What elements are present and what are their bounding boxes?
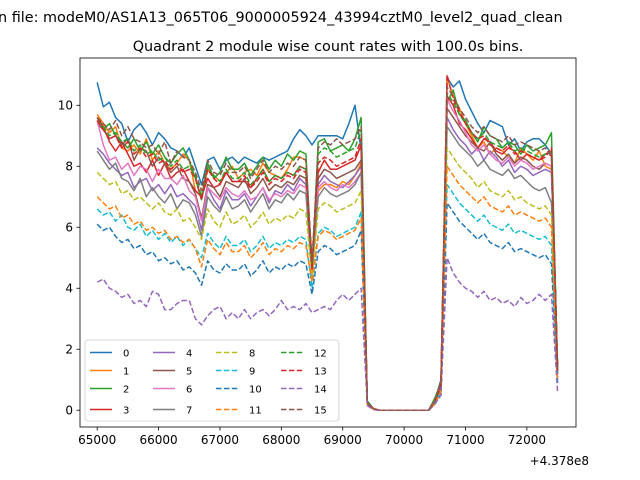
series-line-9 xyxy=(96,183,559,411)
legend-label: 4 xyxy=(186,349,192,360)
legend-box xyxy=(84,339,340,422)
x-tick-label: 65000 xyxy=(78,433,116,447)
legend-label: 2 xyxy=(123,385,129,396)
legend-label: 14 xyxy=(314,385,327,396)
legend-label: 9 xyxy=(249,367,255,378)
legend-label: 10 xyxy=(249,385,262,396)
series-line-3 xyxy=(96,95,559,411)
legend-label: 5 xyxy=(186,367,192,378)
figure-suptitle: n file: modeM0/AS1A13_065T06_9000005924_… xyxy=(0,10,563,26)
legend-label: 1 xyxy=(123,367,129,378)
series-line-13 xyxy=(96,74,559,411)
y-tick-label: 4 xyxy=(65,282,73,296)
legend-label: 11 xyxy=(249,406,262,417)
x-tick-label: 71000 xyxy=(446,433,484,447)
y-tick-label: 10 xyxy=(58,99,73,113)
legend-label: 8 xyxy=(249,349,255,360)
x-offset-label: +4.378e8 xyxy=(530,454,589,468)
x-tick-label: 67000 xyxy=(201,433,239,447)
legend-label: 13 xyxy=(314,367,327,378)
y-axis: 0 2 4 6 8 10 xyxy=(58,99,80,418)
x-tick-label: 68000 xyxy=(262,433,300,447)
series-line-15 xyxy=(96,86,559,411)
plot-frame xyxy=(79,57,577,428)
legend-label: 3 xyxy=(123,406,129,417)
chart-title: Quadrant 2 module wise count rates with … xyxy=(133,39,524,55)
y-tick-label: 6 xyxy=(65,221,73,235)
series-line-4 xyxy=(96,116,559,411)
legend-label: 0 xyxy=(123,349,129,360)
series-line-8 xyxy=(96,147,559,411)
series-line-10 xyxy=(96,202,559,411)
x-tick-label: 72000 xyxy=(508,433,546,447)
legend-label: 6 xyxy=(186,385,192,396)
series-layer xyxy=(96,74,559,411)
legend-label: 15 xyxy=(314,406,327,417)
series-line-0 xyxy=(96,77,559,411)
series-line-5 xyxy=(96,107,559,411)
series-line-12 xyxy=(96,92,559,411)
x-tick-label: 69000 xyxy=(324,433,362,447)
legend-label: 7 xyxy=(186,406,192,417)
x-tick-label: 66000 xyxy=(139,433,177,447)
x-axis: 65000 66000 67000 68000 69000 70000 71000 72000 xyxy=(78,427,546,447)
legend-label: 12 xyxy=(314,349,327,360)
series-line-7 xyxy=(96,125,559,411)
y-tick-label: 2 xyxy=(65,343,73,357)
x-tick-label: 70000 xyxy=(385,433,423,447)
series-line-6 xyxy=(96,98,559,411)
series-line-11 xyxy=(96,165,559,411)
y-tick-label: 8 xyxy=(65,160,73,174)
y-tick-label: 0 xyxy=(65,404,73,418)
